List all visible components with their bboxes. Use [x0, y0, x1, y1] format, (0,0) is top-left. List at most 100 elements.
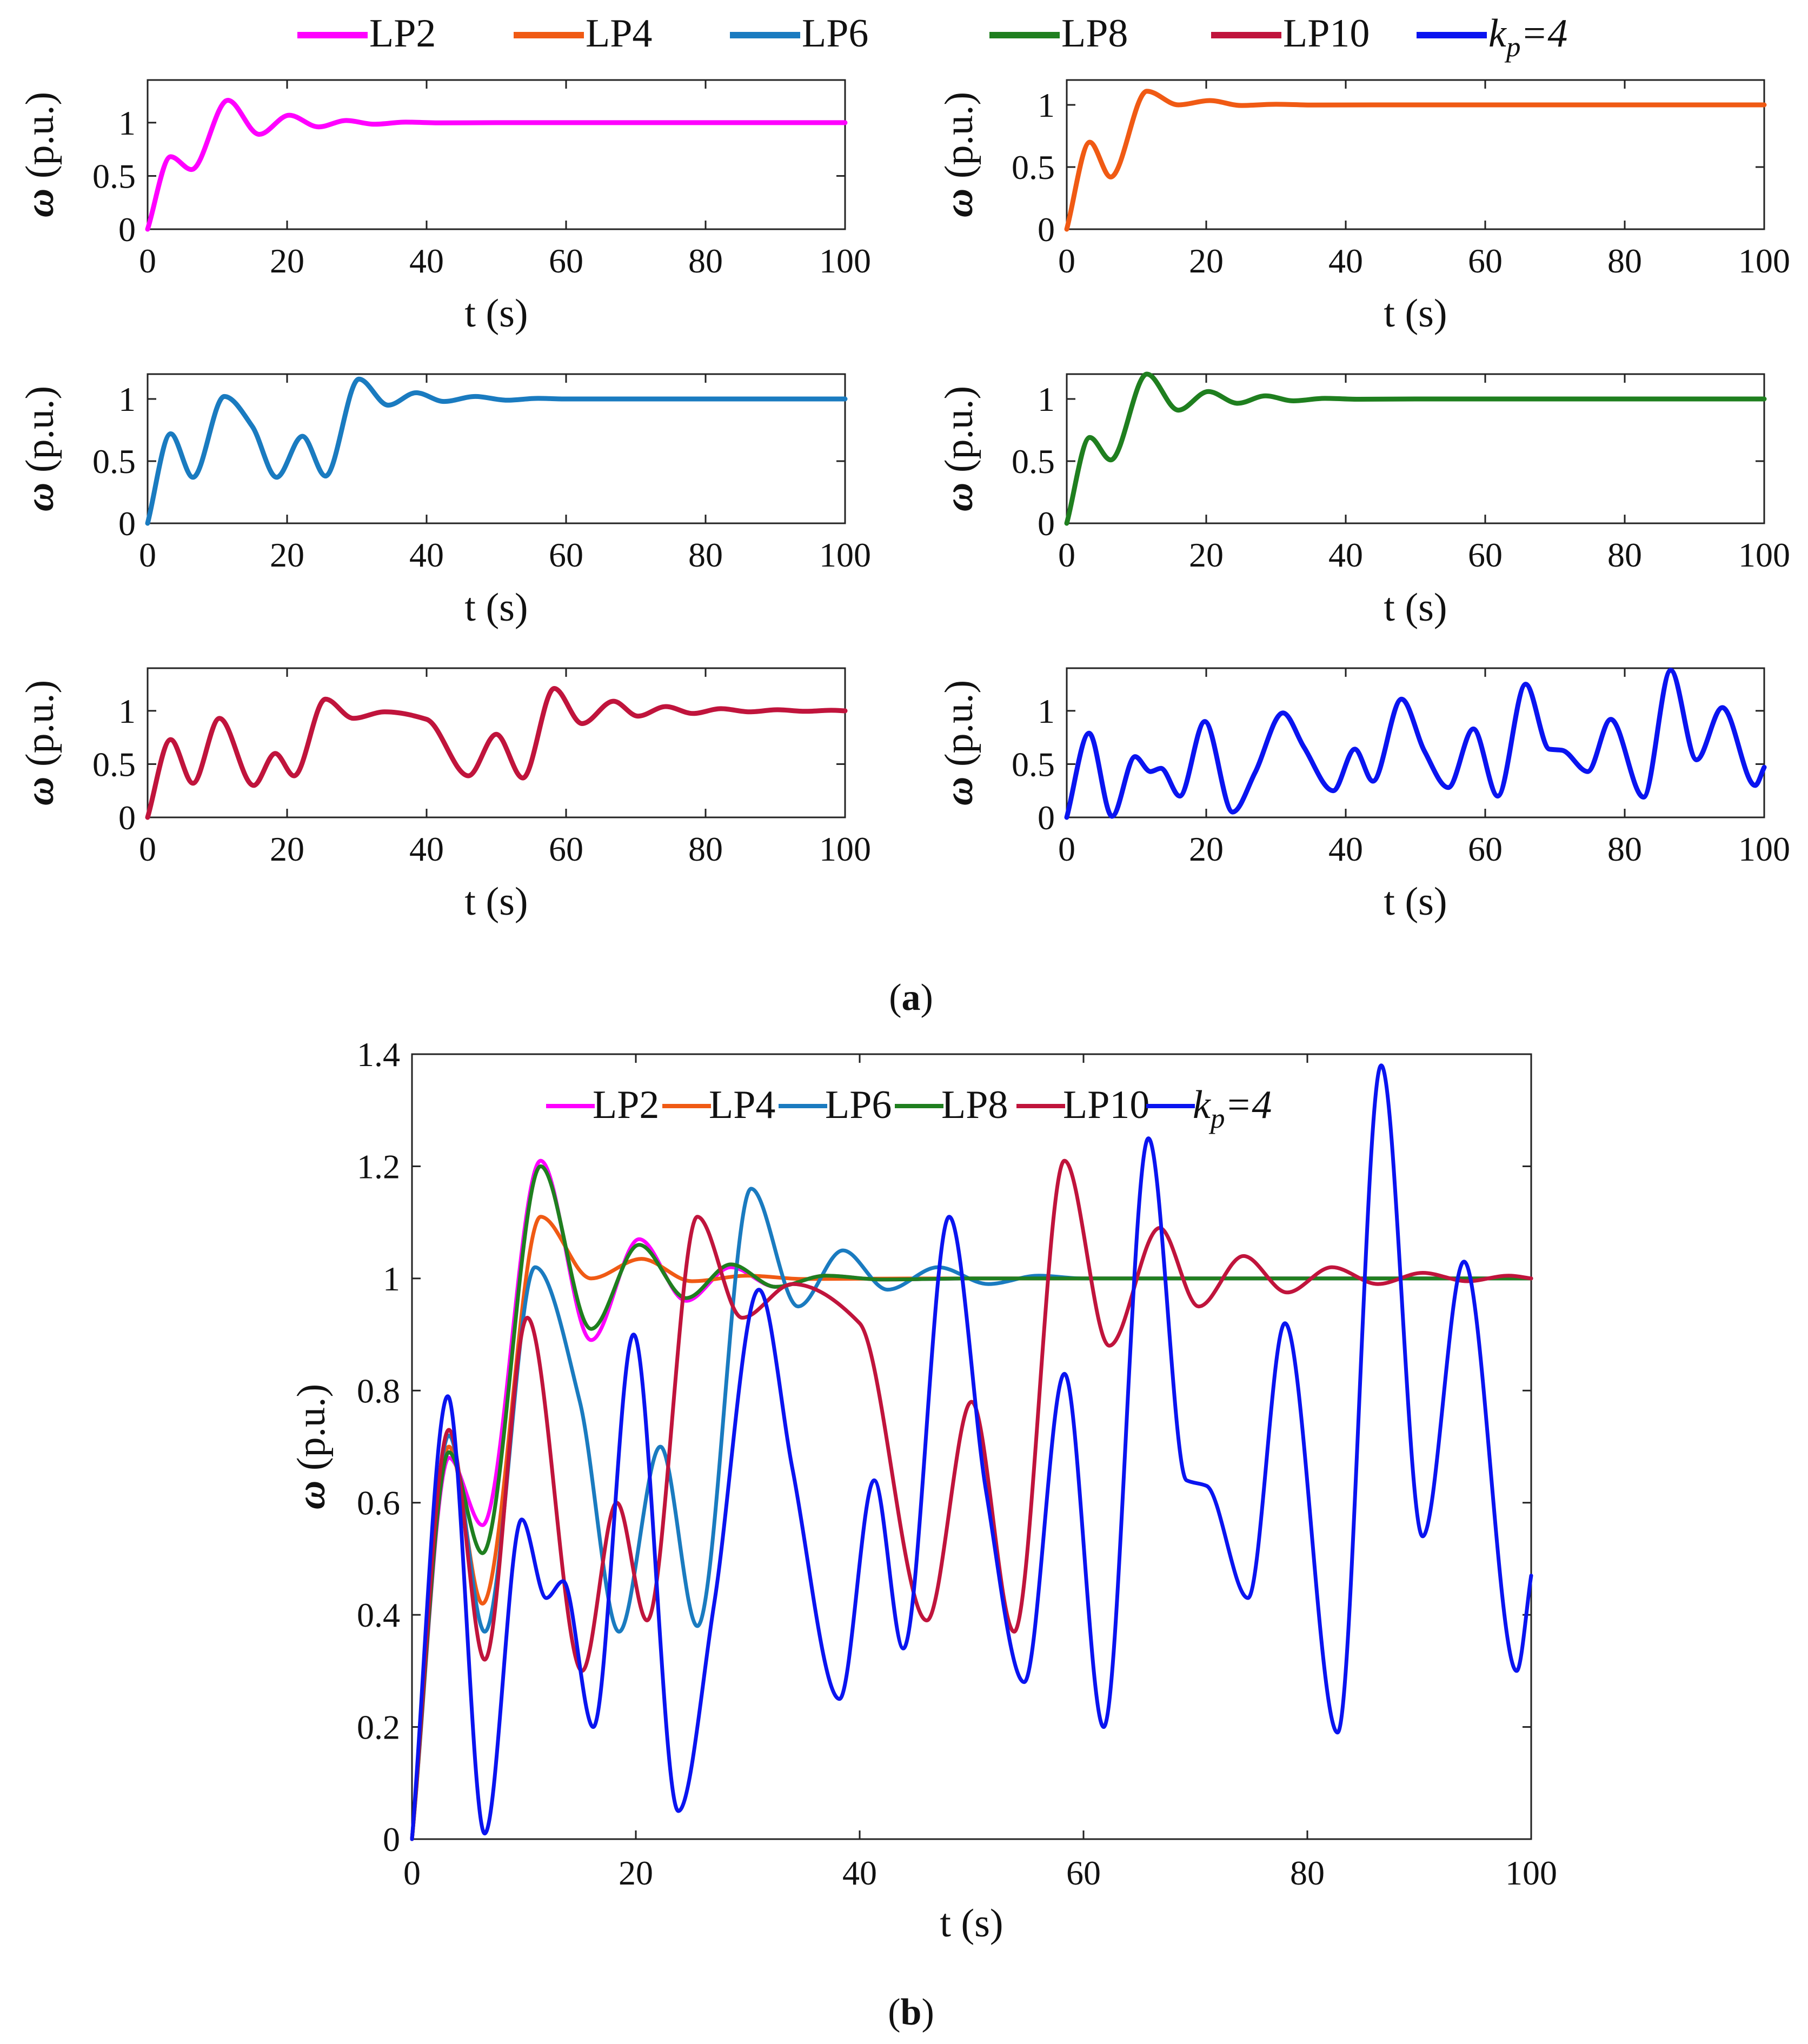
subplot-lp10-ytick-label: 0.5 — [92, 745, 136, 783]
subplot-lp2-ylabel: ω (p.u.) — [18, 92, 62, 217]
main-xtick-label: 80 — [1290, 1854, 1325, 1892]
legend-a-label-lp2: LP2 — [369, 11, 436, 56]
subplot-k-p-4-ytick-label: 0 — [1038, 798, 1055, 837]
subplot-lp2-xtick-label: 100 — [819, 242, 871, 280]
subplot-lp8-xtick-label: 40 — [1328, 536, 1363, 574]
subplot-lp8-xtick-label: 0 — [1058, 536, 1075, 574]
subplot-lp8-xtick-label: 20 — [1189, 536, 1224, 574]
legend-b-label-lp10: LP10 — [1063, 1083, 1149, 1127]
panel-b-legend: LP2 LP4 LP6 LP8 LP10 kp=4 — [546, 1083, 1272, 1134]
subplot-lp6: 0 20 40 60 80 100 0 0.5 1 ω (p.u.) t (s) — [18, 373, 871, 630]
legend-b-label-lp2: LP2 — [593, 1083, 659, 1127]
subplot-lp4-xtick-label: 80 — [1607, 242, 1642, 280]
subplot-lp2-xtick-label: 20 — [270, 242, 304, 280]
subplot-lp10-axes-frame — [147, 667, 846, 818]
legend-a-label-lp6: LP6 — [802, 11, 868, 56]
main-ytick-label: 1.2 — [357, 1147, 400, 1186]
main-series-lp6 — [410, 1187, 1533, 1841]
subplot-lp2-axes-frame — [147, 79, 846, 230]
main-ytick-label: 1 — [383, 1260, 400, 1298]
subplot-k-p-4-xtick-label: 40 — [1328, 830, 1363, 868]
subplot-lp8: 0 20 40 60 80 100 0 0.5 1 ω (p.u.) t (s) — [937, 371, 1790, 630]
subplot-lp8-xtick-label: 80 — [1607, 536, 1642, 574]
subplot-lp2-series-lp2 — [145, 98, 848, 232]
subplot-lp8-series-lp8 — [1064, 371, 1767, 526]
subplot-lp2-xlabel: t (s) — [464, 291, 528, 336]
subplot-lp4-axes-frame — [1066, 79, 1765, 230]
subplot-lp4-xlabel: t (s) — [1384, 291, 1447, 336]
subplot-lp6-series-lp6 — [145, 376, 848, 526]
subplot-k-p-4-xtick-label: 20 — [1189, 830, 1224, 868]
main-ytick-label: 0.8 — [357, 1371, 400, 1410]
subplot-lp6-axes-frame — [147, 373, 846, 524]
subplot-lp6-xtick-label: 20 — [270, 536, 304, 574]
subplot-lp10-xtick-label: 80 — [688, 830, 723, 868]
subplot-lp4-ytick-label: 0.5 — [1012, 148, 1055, 187]
subplot-k-p-4-xtick-label: 60 — [1468, 830, 1503, 868]
subplot-lp6-ytick-label: 1 — [118, 380, 136, 418]
subplot-lp8-xtick-label: 100 — [1738, 536, 1790, 574]
subplot-k-p-4-ytick-label: 1 — [1038, 692, 1055, 730]
subplot-lp6-xtick-label: 40 — [409, 536, 444, 574]
subplot-lp4-xtick-label: 20 — [1189, 242, 1224, 280]
subplot-lp6-ylabel: ω (p.u.) — [18, 386, 62, 511]
main-series-lp8 — [410, 1164, 1533, 1841]
subplot-lp6-xtick-label: 80 — [688, 536, 723, 574]
legend-b-label-k-p-4: kp=4 — [1193, 1083, 1272, 1134]
subplot-lp4: 0 20 40 60 80 100 0 0.5 1 ω (p.u.) t (s) — [937, 79, 1790, 336]
main-xlabel: t (s) — [940, 1901, 1003, 1946]
subplot-lp6-xlabel: t (s) — [464, 585, 528, 630]
main-series-lp10 — [410, 1159, 1533, 1841]
subplot-k-p-4-xlabel: t (s) — [1384, 880, 1447, 924]
subplot-lp10-ylabel: ω (p.u.) — [18, 680, 62, 805]
subplot-lp2-ytick-label: 1 — [118, 104, 136, 142]
subplot-lp4-xtick-label: 100 — [1738, 242, 1790, 280]
subplot-lp10-ytick-label: 0 — [118, 798, 136, 837]
subplot-lp6-ytick-label: 0 — [118, 504, 136, 543]
legend-a-label-lp8: LP8 — [1061, 11, 1128, 56]
subplot-lp10-xtick-label: 0 — [139, 830, 156, 868]
subplot-lp4-xtick-label: 60 — [1468, 242, 1503, 280]
subplot-lp6-xtick-label: 60 — [549, 536, 583, 574]
subplot-lp2-ytick-label: 0.5 — [92, 157, 136, 195]
subplot-lp8-ytick-label: 0.5 — [1012, 442, 1055, 481]
subplot-k-p-4-xtick-label: 80 — [1607, 830, 1642, 868]
main-ytick-label: 1.4 — [357, 1035, 400, 1074]
main-xtick-label: 0 — [403, 1854, 421, 1892]
subplot-lp4-xtick-label: 40 — [1328, 242, 1363, 280]
subplot-k-p-4-xtick-label: 100 — [1738, 830, 1790, 868]
subplot-lp2-xtick-label: 0 — [139, 242, 156, 280]
legend-b-label-lp8: LP8 — [941, 1083, 1008, 1127]
subplot-lp8-xlabel: t (s) — [1384, 585, 1447, 630]
subplot-k-p-4-axes-frame — [1066, 667, 1765, 818]
subplot-k-p-4-ytick-label: 0.5 — [1012, 745, 1055, 783]
subplot-k-p-4-xtick-label: 0 — [1058, 830, 1075, 868]
main-xtick-label: 100 — [1505, 1854, 1557, 1892]
legend-a-label-lp4: LP4 — [586, 11, 652, 56]
subplot-lp10-xtick-label: 60 — [549, 830, 583, 868]
subplot-lp2-xtick-label: 80 — [688, 242, 723, 280]
subplot-lp10-xtick-label: 40 — [409, 830, 444, 868]
subplot-lp8-ytick-label: 0 — [1038, 504, 1055, 543]
legend-b-label-lp6: LP6 — [825, 1083, 892, 1127]
subplot-lp8-ytick-label: 1 — [1038, 380, 1055, 418]
subplot-k-p-4-series-k-p-4 — [1064, 668, 1767, 820]
subplot-lp2-ytick-label: 0 — [118, 210, 136, 249]
subplot-lp10-ytick-label: 1 — [118, 692, 136, 730]
main-ytick-label: 0 — [383, 1820, 400, 1859]
subplot-lp2: 0 20 40 60 80 100 0 0.5 1 ω (p.u.) t (s) — [18, 79, 871, 336]
main-xtick-label: 40 — [842, 1854, 877, 1892]
subplot-lp10: 0 20 40 60 80 100 0 0.5 1 ω (p.u.) t (s) — [18, 667, 871, 924]
subplot-lp8-xtick-label: 60 — [1468, 536, 1503, 574]
subplot-lp8-axes-frame — [1066, 373, 1765, 524]
legend-a-label-lp10: LP10 — [1283, 11, 1370, 56]
panel-a-caption: (a) — [889, 977, 933, 1018]
main-xtick-label: 20 — [619, 1854, 653, 1892]
subplot-lp2-xtick-label: 40 — [409, 242, 444, 280]
subplot-lp4-xtick-label: 0 — [1058, 242, 1075, 280]
panel-b-chart: 0 20 40 60 80 100 0 0.2 0.4 0.6 0.8 1 1.2 1.4 ω (p.u.)… — [289, 1035, 1557, 1946]
subplot-lp10-xlabel: t (s) — [464, 880, 528, 924]
main-ytick-label: 0.6 — [357, 1484, 400, 1522]
legend-a-label-k-p-4: kp=4 — [1488, 11, 1567, 63]
